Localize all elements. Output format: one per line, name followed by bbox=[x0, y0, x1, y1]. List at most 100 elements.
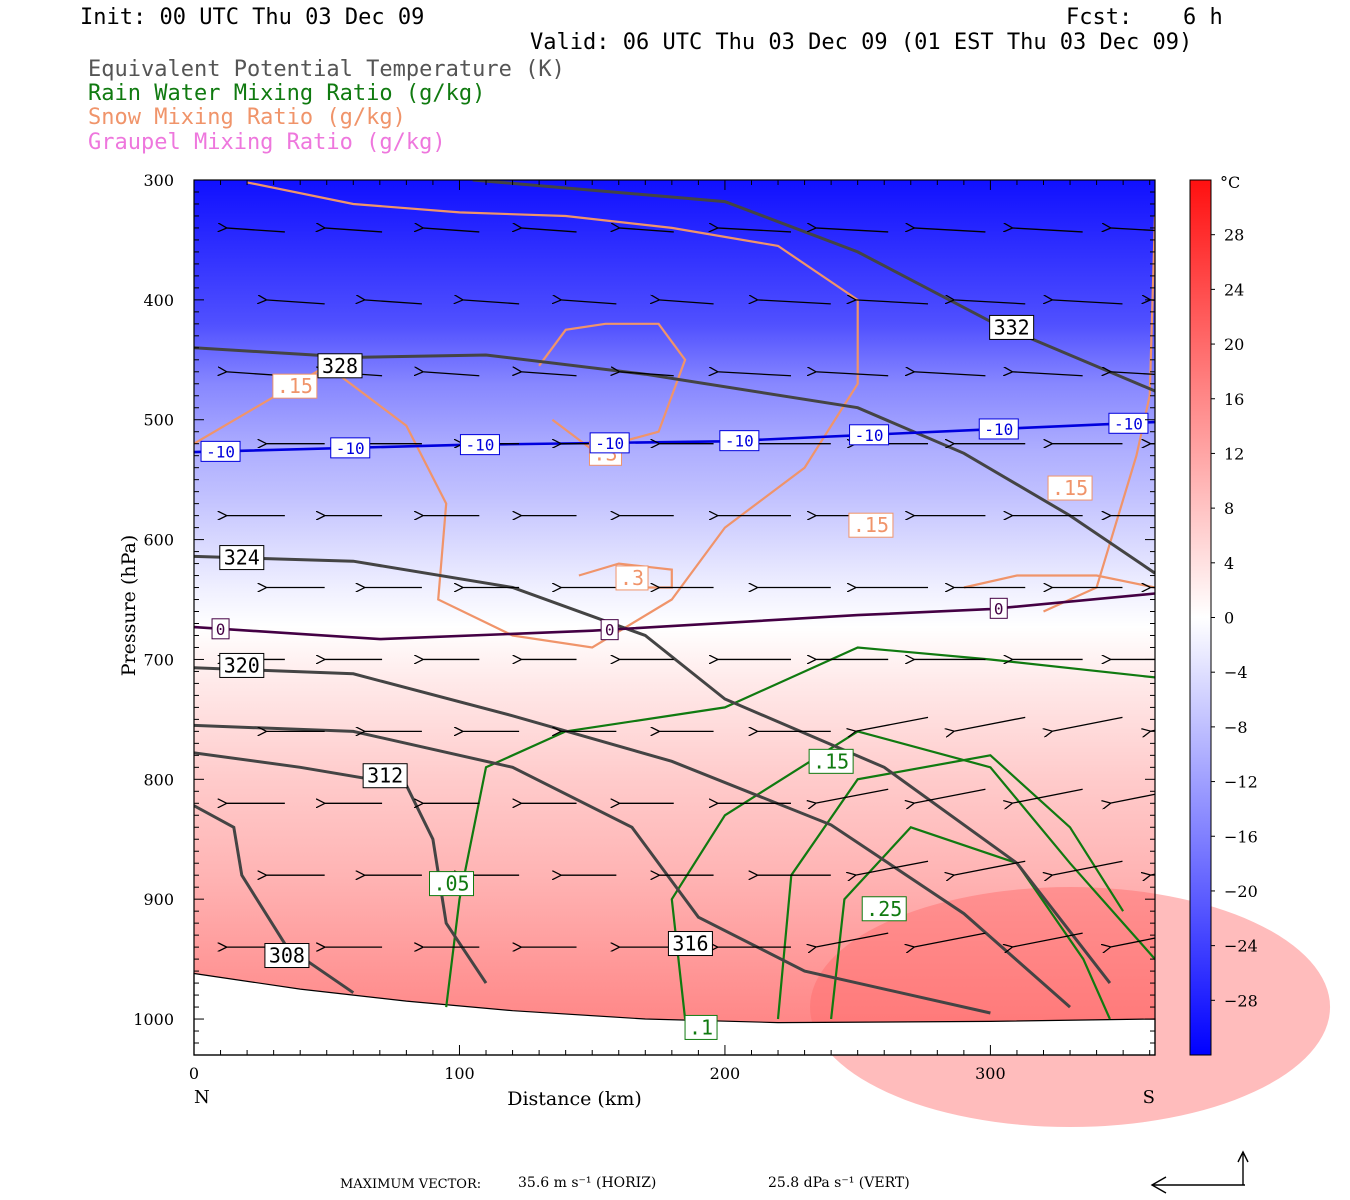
wind-vector bbox=[324, 228, 383, 233]
wind-vector bbox=[913, 228, 986, 233]
max-vector-label: MAXIMUM VECTOR: bbox=[340, 1177, 482, 1192]
isotherm-label: -10 bbox=[200, 440, 241, 462]
snow-contour bbox=[963, 574, 1155, 589]
colorbar-tick-label: 12 bbox=[1224, 444, 1244, 463]
wind-vector bbox=[1110, 228, 1155, 232]
theta-e-contour bbox=[194, 666, 1071, 1009]
svg-text:320: 320 bbox=[224, 653, 260, 677]
wind-vector bbox=[953, 860, 1026, 875]
isotherm-label: 0 bbox=[989, 597, 1008, 619]
field-label-rain: Rain Water Mixing Ratio (g/kg) bbox=[88, 81, 486, 106]
wind-vector bbox=[1110, 937, 1155, 947]
theta-e-contour-label: 316 bbox=[667, 931, 713, 957]
init-time: Init: 00 UTC Thu 03 Dec 09 bbox=[80, 5, 425, 30]
svg-text:.15: .15 bbox=[813, 749, 849, 773]
rain-contour-label: .1 bbox=[684, 1014, 718, 1040]
svg-text:.25: .25 bbox=[866, 897, 902, 921]
temperature-colorbar bbox=[1189, 179, 1212, 1056]
wind-vector bbox=[462, 300, 520, 305]
svg-text:.15: .15 bbox=[853, 513, 889, 537]
colorbar-tick-label: 28 bbox=[1224, 226, 1244, 245]
valid-time: Valid: 06 UTC Thu 03 Dec 09 (01 EST Thu … bbox=[530, 30, 1193, 55]
wind-vector bbox=[815, 788, 889, 803]
theta-e-contour bbox=[194, 723, 991, 1015]
svg-text:328: 328 bbox=[322, 354, 358, 378]
wind-vector bbox=[757, 300, 831, 305]
rain-contour-label: .15 bbox=[808, 748, 854, 774]
y-tick-label: 700 bbox=[143, 650, 174, 669]
svg-text:308: 308 bbox=[269, 944, 305, 968]
isotherm-label: -10 bbox=[719, 430, 760, 452]
svg-text:.05: .05 bbox=[433, 872, 469, 896]
svg-text:-10: -10 bbox=[206, 442, 235, 461]
x-tick-label: 100 bbox=[444, 1064, 475, 1083]
forecast-label: Fcst: bbox=[1066, 5, 1133, 30]
theta-e-contour-label: 312 bbox=[362, 763, 408, 789]
wind-vector bbox=[521, 228, 577, 233]
svg-text:312: 312 bbox=[367, 764, 403, 788]
colorbar-tick-label: −20 bbox=[1224, 882, 1258, 901]
theta-e-contour-label: 332 bbox=[989, 314, 1035, 340]
colorbar-tick-label: 4 bbox=[1224, 554, 1234, 573]
wind-vector bbox=[226, 228, 285, 233]
wind-vector bbox=[1110, 372, 1155, 376]
theta-e-contour bbox=[194, 346, 1155, 575]
wind-vector bbox=[815, 372, 889, 377]
field-label-graupel: Graupel Mixing Ratio (g/kg) bbox=[88, 130, 446, 155]
wind-vector bbox=[619, 228, 674, 233]
isotherm-label: 0 bbox=[211, 618, 230, 640]
wind-vector bbox=[855, 716, 929, 731]
wind-vector bbox=[1051, 300, 1123, 305]
colorbar-unit: °C bbox=[1220, 173, 1240, 192]
y-tick-label: 500 bbox=[143, 411, 174, 430]
field-label-snow: Snow Mixing Ratio (g/kg) bbox=[88, 105, 406, 130]
y-tick-label: 400 bbox=[143, 291, 174, 310]
svg-text:.15: .15 bbox=[1052, 476, 1088, 500]
isotherm-label: -10 bbox=[849, 424, 890, 446]
colorbar-tick-label: −12 bbox=[1224, 773, 1258, 792]
colorbar-tick-label: −28 bbox=[1224, 991, 1258, 1010]
svg-text:-10: -10 bbox=[1114, 414, 1143, 433]
x-axis-title: Distance (km) bbox=[507, 1088, 642, 1110]
rain-contour-label: .25 bbox=[861, 896, 907, 922]
isotherm-line bbox=[194, 592, 1155, 641]
colorbar-tick-label: 8 bbox=[1224, 499, 1234, 518]
wind-vector bbox=[1012, 932, 1083, 947]
max-vector-horizontal: 35.6 m s⁻¹ (HORIZ) bbox=[518, 1175, 657, 1191]
y-tick-label: 800 bbox=[143, 770, 174, 789]
svg-text:316: 316 bbox=[672, 932, 708, 956]
isotherm-label: -10 bbox=[330, 437, 371, 459]
x-tick-label: 200 bbox=[710, 1064, 741, 1083]
field-label-theta-e: Equivalent Potential Temperature (K) bbox=[88, 57, 565, 82]
wind-vector bbox=[364, 300, 422, 305]
wind-vector bbox=[1110, 793, 1155, 803]
rain-contour bbox=[776, 754, 1125, 1020]
theta-e-contour-label: 320 bbox=[219, 652, 265, 678]
y-tick-label: 600 bbox=[143, 531, 174, 550]
wind-vector bbox=[815, 228, 889, 233]
x-tick-label: 0 bbox=[189, 1064, 199, 1083]
isotherm-label: -10 bbox=[589, 432, 630, 454]
svg-text:-10: -10 bbox=[595, 434, 624, 453]
wind-vector bbox=[855, 860, 929, 875]
wind-vector bbox=[266, 300, 325, 305]
svg-text:324: 324 bbox=[224, 546, 260, 570]
wind-vector bbox=[422, 228, 480, 233]
isotherm-label: -10 bbox=[978, 418, 1019, 440]
svg-text:332: 332 bbox=[994, 315, 1030, 339]
wind-vector bbox=[815, 932, 889, 947]
wind-vector bbox=[659, 300, 714, 305]
south-end-label: S bbox=[1143, 1087, 1155, 1108]
max-vector-vertical: 25.8 dPa s⁻¹ (VERT) bbox=[768, 1175, 910, 1191]
svg-text:-10: -10 bbox=[984, 420, 1013, 439]
svg-text:-10: -10 bbox=[465, 436, 494, 455]
wind-vector bbox=[560, 300, 617, 305]
theta-e-contour-label: 328 bbox=[317, 353, 363, 379]
wind-vector bbox=[1012, 228, 1083, 233]
x-tick-label: 300 bbox=[975, 1064, 1006, 1083]
snow-contour bbox=[194, 181, 859, 649]
wind-vector bbox=[717, 228, 792, 233]
wind-vector bbox=[953, 300, 1026, 305]
y-axis-title: Pressure (hPa) bbox=[118, 535, 140, 677]
isotherm-label: -10 bbox=[459, 434, 500, 456]
